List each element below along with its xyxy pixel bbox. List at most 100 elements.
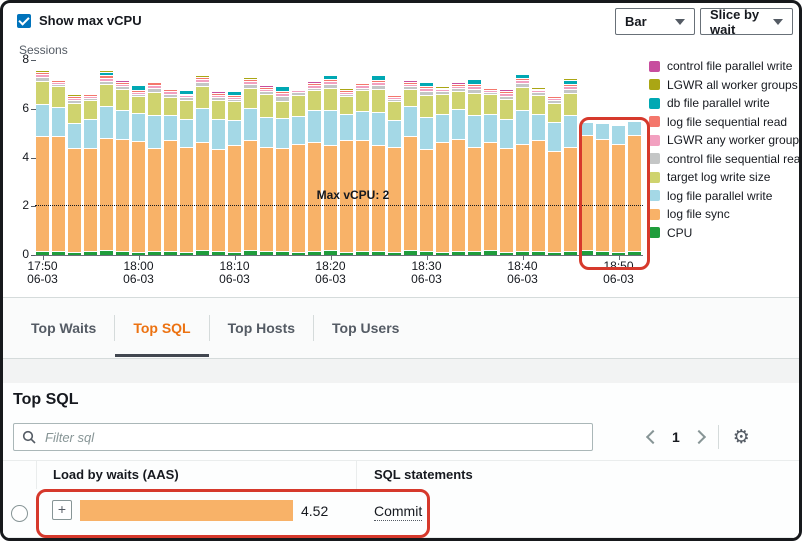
- legend-swatch-icon: [649, 116, 660, 127]
- chart-bar: [612, 125, 625, 255]
- chart-bar: [372, 75, 385, 255]
- legend-swatch-icon: [649, 190, 660, 201]
- row-radio-button[interactable]: [11, 505, 28, 522]
- legend-label: CPU: [667, 225, 693, 240]
- max-vcpu-annotation: Max vCPU: 2: [316, 188, 390, 203]
- chart-bar: [132, 85, 145, 255]
- chart-bar: [436, 85, 449, 255]
- legend-swatch-icon: [649, 153, 660, 164]
- settings-gear-icon[interactable]: ⚙: [732, 425, 750, 448]
- slice-by-dropdown[interactable]: Slice by wait: [700, 6, 793, 37]
- y-tick-label: 2: [22, 198, 29, 213]
- x-tick-label: 18:00 06-03: [123, 259, 154, 286]
- chart-bar: [500, 89, 513, 255]
- chart-bar: [596, 123, 609, 255]
- background-gap: [3, 359, 799, 383]
- y-tick-label: 8: [22, 52, 29, 66]
- x-tick-label: 18:40 06-03: [507, 259, 538, 286]
- y-tick-label: 4: [22, 149, 29, 164]
- sessions-stacked-bar-chart: Max vCPU: 2: [35, 60, 643, 255]
- tab-top-sql[interactable]: Top SQL: [115, 310, 209, 357]
- column-divider: [356, 461, 357, 489]
- page-number[interactable]: 1: [672, 429, 680, 445]
- legend-item: log file parallel write: [649, 190, 799, 202]
- top-sql-card: Top SQL 1 ⚙ Load by waits (AAS) SQL stat…: [3, 383, 799, 538]
- legend-item: CPU: [649, 225, 799, 240]
- x-tick-label: 18:10 06-03: [219, 259, 250, 286]
- legend-item: control file parallel write: [649, 59, 799, 73]
- chart-bar: [148, 80, 161, 255]
- chart-bar: [580, 121, 593, 255]
- chart-bar: [116, 80, 129, 255]
- chart-highlight-box: [579, 117, 650, 270]
- chart-bar: [308, 81, 321, 255]
- chart-bar: [484, 87, 497, 255]
- legend-swatch-icon: [649, 97, 660, 109]
- x-tick-mark: [330, 256, 332, 260]
- pagination: 1 ⚙: [645, 423, 750, 451]
- y-tick-mark: [31, 157, 36, 159]
- chart-bar: [260, 85, 273, 255]
- legend-label: target log write size: [667, 170, 771, 184]
- column-header-load-by-waits: Load by waits (AAS): [53, 467, 179, 482]
- sql-statement-link[interactable]: Commit: [374, 503, 423, 521]
- chart-bar: [180, 89, 193, 255]
- expand-row-button[interactable]: +: [52, 500, 72, 520]
- chart-bar: [68, 94, 81, 255]
- show-max-vcpu-checkbox[interactable]: [17, 13, 31, 28]
- y-tick-mark: [31, 255, 36, 256]
- x-tick-label: 17:50 06-03: [27, 259, 58, 286]
- table-top-border: [3, 460, 799, 461]
- legend-item: LGWR all worker groups: [649, 77, 799, 92]
- chart-bar: [212, 90, 225, 255]
- legend-swatch-icon: [649, 208, 660, 220]
- tab-top-waits[interactable]: Top Waits: [31, 320, 97, 336]
- chart-bar: [468, 79, 481, 255]
- load-by-waits-bar: [80, 500, 293, 521]
- legend-label: control file parallel write: [667, 59, 793, 73]
- y-tick-label: 6: [22, 100, 29, 115]
- y-tick-label: 0: [22, 247, 29, 261]
- previous-page-icon[interactable]: [645, 429, 661, 445]
- x-tick-mark: [618, 256, 620, 260]
- top-sql-heading: Top SQL: [13, 391, 79, 408]
- legend-label: control file sequential read: [667, 151, 802, 166]
- y-tick-mark: [31, 108, 36, 110]
- legend-item: log file sync: [649, 207, 799, 221]
- sql-filter-input[interactable]: [43, 428, 584, 446]
- max-vcpu-line: [35, 205, 643, 207]
- chart-bar: [244, 76, 257, 255]
- legend-label: log file sync: [667, 207, 730, 221]
- pagination-divider: [717, 425, 719, 449]
- sql-filter-box[interactable]: [13, 423, 593, 451]
- chart-bar: [404, 80, 417, 255]
- legend-label: LGWR all worker groups: [667, 77, 798, 92]
- chart-bar: [84, 92, 97, 255]
- x-axis-line: [35, 255, 643, 256]
- tab-top-hosts[interactable]: Top Hosts: [227, 320, 296, 336]
- chart-bar: [548, 94, 561, 255]
- show-max-vcpu-control[interactable]: Show max vCPU: [17, 13, 142, 28]
- tab-bar: Top Waits Top SQL Top Hosts Top Users: [3, 298, 799, 359]
- chart-bar: [516, 74, 529, 255]
- chart-bar: [388, 93, 401, 255]
- search-icon: [22, 430, 36, 444]
- caret-down-icon: [773, 18, 783, 25]
- legend-label: log file sequential read: [667, 114, 788, 129]
- slice-by-value: Slice by wait: [710, 6, 760, 37]
- chart-bar: [52, 80, 65, 255]
- tab-top-users[interactable]: Top Users: [332, 320, 400, 336]
- x-tick-mark: [42, 256, 44, 260]
- next-page-icon[interactable]: [691, 429, 706, 445]
- chart-legend: control file parallel write LGWR all work…: [649, 59, 802, 240]
- x-tick-mark: [522, 256, 524, 260]
- y-axis-title: Sessions: [19, 43, 68, 57]
- caret-down-icon: [675, 18, 685, 25]
- show-max-vcpu-label: Show max vCPU: [39, 13, 142, 28]
- chart-bar: [196, 75, 209, 255]
- y-tick-mark: [31, 60, 36, 61]
- chart-type-dropdown[interactable]: Bar: [615, 8, 695, 35]
- chart-bar: [276, 86, 289, 255]
- chart-bar: [228, 91, 241, 255]
